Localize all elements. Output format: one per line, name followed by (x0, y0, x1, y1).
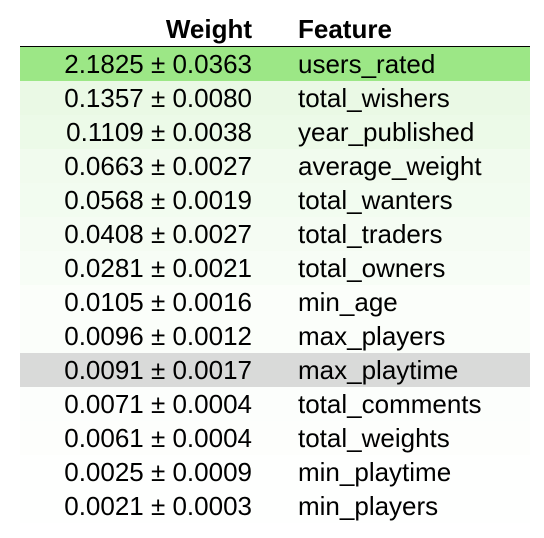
table-row: 0.1357 ± 0.0080 total_wishers (20, 81, 530, 115)
weight-cell: 0.0105 ± 0.0016 (64, 286, 252, 317)
table-row: 0.0071 ± 0.0004 total_comments (20, 387, 530, 421)
weight-cell: 0.0408 ± 0.0027 (64, 218, 252, 249)
weight-cell: 0.0071 ± 0.0004 (64, 388, 252, 419)
table-row: 0.0021 ± 0.0003 min_players (20, 489, 530, 523)
weight-cell: 0.1109 ± 0.0038 (66, 116, 252, 147)
feature-cell: year_published (298, 116, 475, 147)
weight-cell: 0.1357 ± 0.0080 (64, 82, 252, 113)
feature-weights-table: Weight Feature 2.1825 ± 0.0363 users_rate… (20, 12, 530, 523)
table-row: 0.0408 ± 0.0027 total_traders (20, 217, 530, 251)
weight-column-header: Weight (165, 13, 252, 44)
feature-cell: min_playtime (298, 456, 452, 487)
header-row: Weight Feature (20, 12, 530, 47)
table-row: 2.1825 ± 0.0363 users_rated (20, 46, 530, 81)
table-row: 0.0061 ± 0.0004 total_weights (20, 421, 530, 455)
weight-cell: 0.0091 ± 0.0017 (64, 354, 252, 385)
table-row: 0.1109 ± 0.0038 year_published (20, 115, 530, 149)
weight-cell: 0.0096 ± 0.0012 (64, 320, 252, 351)
feature-column-header: Feature (298, 13, 392, 44)
feature-cell: max_players (298, 320, 446, 351)
weight-cell: 0.0663 ± 0.0027 (64, 150, 252, 181)
feature-cell: total_wishers (298, 82, 450, 113)
weight-cell: 0.0568 ± 0.0019 (64, 184, 252, 215)
feature-cell: total_comments (298, 388, 482, 419)
feature-cell: min_players (298, 490, 439, 521)
feature-cell: average_weight (298, 150, 482, 181)
table-row: 0.0091 ± 0.0017 max_playtime (20, 353, 530, 387)
feature-cell: total_owners (298, 252, 446, 283)
weight-cell: 0.0021 ± 0.0003 (64, 490, 252, 521)
weight-cell: 0.0061 ± 0.0004 (64, 422, 252, 453)
table-row: 0.0663 ± 0.0027 average_weight (20, 149, 530, 183)
weight-cell: 0.0025 ± 0.0009 (64, 456, 252, 487)
feature-cell: total_wanters (298, 184, 453, 215)
feature-cell: max_playtime (298, 354, 459, 385)
weight-cell: 0.0281 ± 0.0021 (64, 252, 252, 283)
table-body: 2.1825 ± 0.0363 users_rated 0.1357 ± 0.00… (20, 46, 530, 523)
feature-cell: total_weights (298, 422, 450, 453)
table-header: Weight Feature (20, 12, 530, 47)
table-row: 0.0025 ± 0.0009 min_playtime (20, 455, 530, 489)
table-row: 0.0281 ± 0.0021 total_owners (20, 251, 530, 285)
feature-cell: min_age (298, 286, 398, 317)
table-row: 0.0568 ± 0.0019 total_wanters (20, 183, 530, 217)
table-row: 0.0096 ± 0.0012 max_players (20, 319, 530, 353)
feature-cell: users_rated (298, 48, 436, 79)
table-row: 0.0105 ± 0.0016 min_age (20, 285, 530, 319)
feature-cell: total_traders (298, 218, 443, 249)
weight-cell: 2.1825 ± 0.0363 (64, 48, 252, 79)
